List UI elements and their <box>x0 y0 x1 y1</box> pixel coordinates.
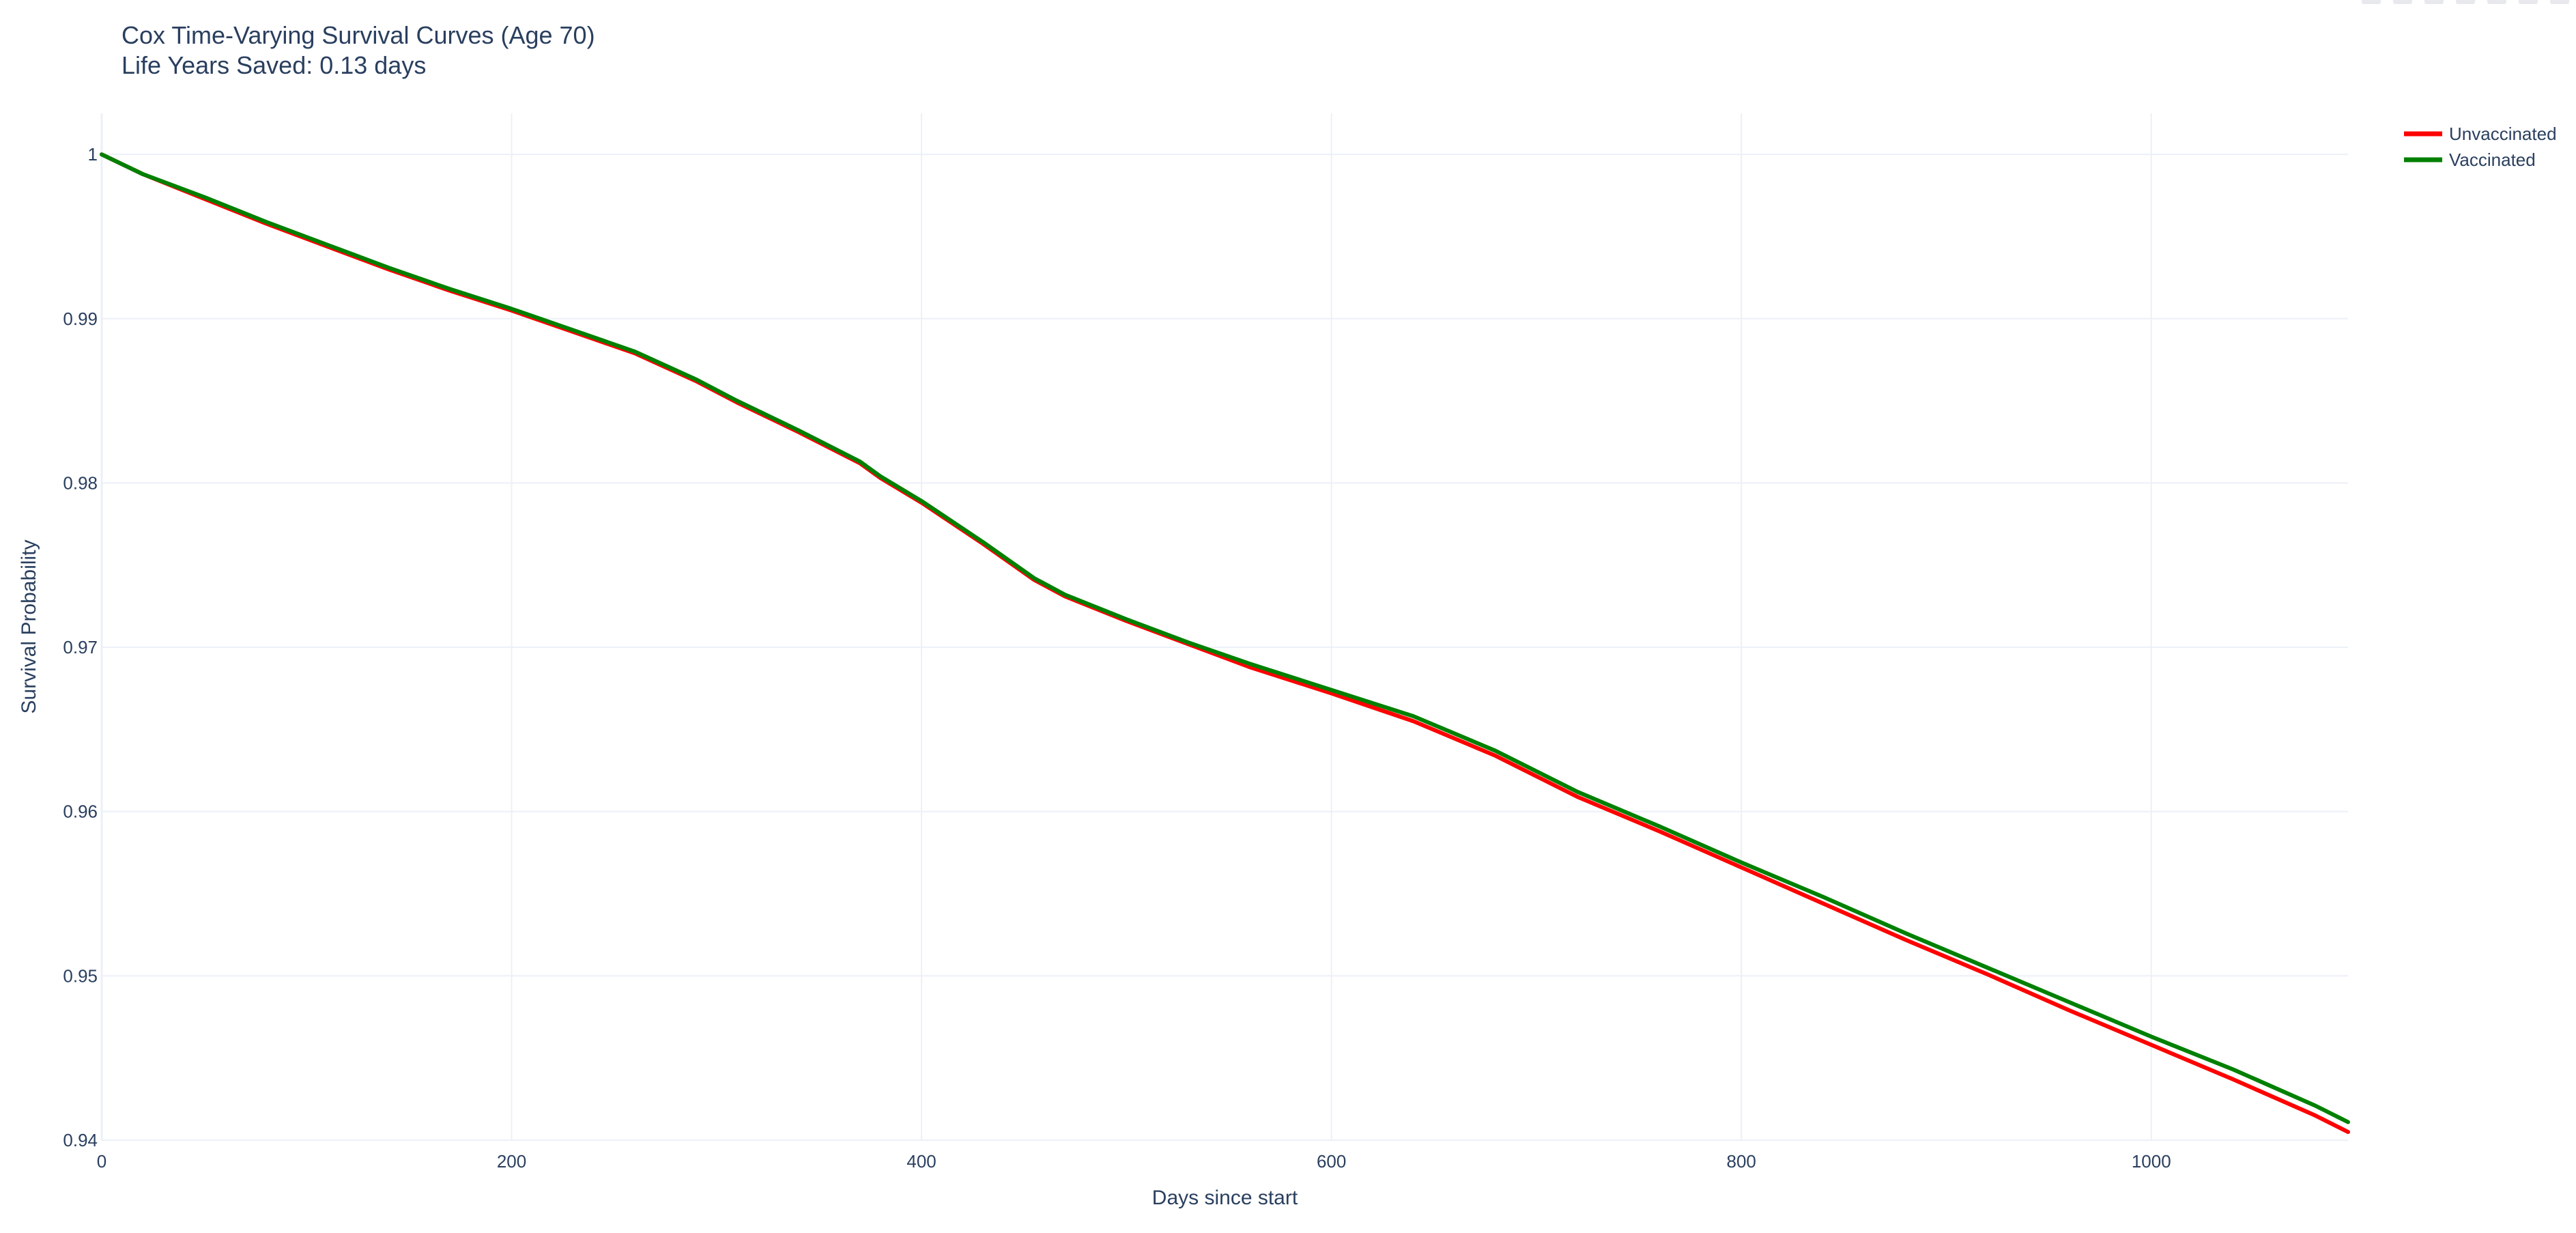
chart-subtitle: Life Years Saved: 0.13 days <box>121 51 427 79</box>
x-tick-label: 200 <box>497 1151 526 1172</box>
y-tick-label: 1 <box>88 144 98 165</box>
y-tick-label: 0.99 <box>63 309 98 329</box>
chart-title: Cox Time-Varying Survival Curves (Age 70… <box>121 20 595 81</box>
y-tick-label: 0.96 <box>63 802 98 822</box>
pan-icon[interactable] <box>2424 0 2444 4</box>
grid <box>100 113 2348 1141</box>
series-line-unvaccinated[interactable] <box>100 152 2350 1134</box>
camera-icon[interactable] <box>2362 0 2381 4</box>
y-axis-title: Survival Probability <box>18 539 40 713</box>
zoom-out-icon[interactable] <box>2487 0 2506 4</box>
x-tick-label: 1000 <box>2132 1151 2171 1172</box>
x-tick-label: 800 <box>1726 1151 1756 1172</box>
legend-item-unvaccinated[interactable]: Unvaccinated <box>2404 124 2557 144</box>
x-axis-title: Days since start <box>1152 1187 1298 1209</box>
chart-title-main: Cox Time-Varying Survival Curves (Age 70… <box>121 21 595 49</box>
reset-axes-icon[interactable] <box>2550 0 2569 4</box>
y-tick-label: 0.98 <box>63 472 98 493</box>
y-tick-label: 0.97 <box>63 637 98 657</box>
zoom-in-icon[interactable] <box>2456 0 2475 4</box>
legend-item-vaccinated[interactable]: Vaccinated <box>2404 150 2536 170</box>
x-axis-ticks: 0 200 400 600 800 1000 <box>97 1151 2171 1172</box>
x-tick-label: 0 <box>97 1151 106 1172</box>
legend-label: Unvaccinated <box>2449 124 2557 144</box>
x-tick-label: 400 <box>906 1151 936 1172</box>
modebar[interactable] <box>2362 0 2569 4</box>
legend[interactable]: Unvaccinated Vaccinated <box>2404 124 2557 170</box>
autoscale-icon[interactable] <box>2519 0 2538 4</box>
y-tick-label: 0.94 <box>63 1130 98 1150</box>
series-lines[interactable] <box>100 152 2350 1134</box>
legend-label: Vaccinated <box>2449 150 2536 170</box>
y-axis-ticks: 0.94 0.95 0.96 0.97 0.98 0.99 1 <box>63 144 98 1150</box>
zoom-icon[interactable] <box>2393 0 2412 4</box>
y-tick-label: 0.95 <box>63 965 98 986</box>
x-tick-label: 600 <box>1317 1151 1346 1172</box>
series-line-vaccinated[interactable] <box>100 152 2350 1124</box>
